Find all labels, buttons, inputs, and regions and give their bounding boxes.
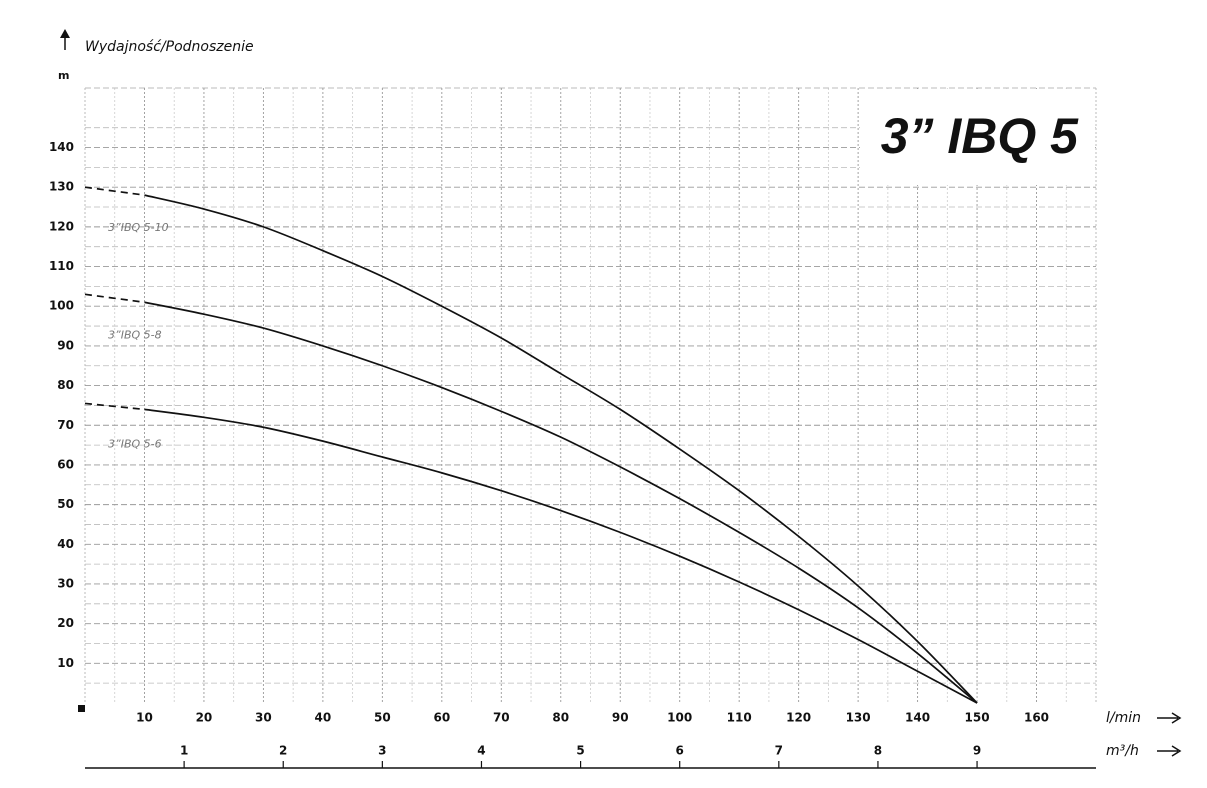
- x-tick-label: 30: [255, 711, 272, 725]
- x-tick-label: 10: [136, 711, 153, 725]
- x2-tick-label: 6: [676, 744, 684, 758]
- x-tick-label: 150: [965, 711, 990, 725]
- x-tick-label: 70: [493, 711, 510, 725]
- y-tick-label: 20: [57, 616, 74, 630]
- y-tick-label: 80: [57, 378, 74, 392]
- x-arrow: [1157, 712, 1182, 724]
- x-tick-label: 90: [612, 711, 629, 725]
- x-tick-label: 120: [786, 711, 811, 725]
- x-axis-label: l/min: [1106, 710, 1141, 726]
- x-tick-label: 50: [374, 711, 391, 725]
- x2-axis-label: m³/h: [1106, 743, 1139, 759]
- y-tick-label: 120: [49, 219, 74, 233]
- y-tick-label: 60: [57, 457, 74, 471]
- y-tick-label: 130: [49, 180, 74, 194]
- x2-tick-label: 7: [775, 744, 783, 758]
- y-unit: m: [58, 69, 69, 82]
- series-line-extrapolated: [84, 186, 145, 196]
- series-line: [144, 301, 978, 704]
- title-box: [860, 89, 1095, 185]
- series-label: 3”IBQ 5-10: [108, 221, 169, 234]
- y-tick-label: 110: [49, 259, 74, 273]
- y-arrow-head: [60, 29, 70, 38]
- x2-tick-label: 8: [874, 744, 882, 758]
- x2-tick-label: 1: [180, 744, 188, 758]
- y-tick-label: 10: [57, 656, 74, 670]
- x2-tick-label: 3: [378, 744, 386, 758]
- x2-tick-label: 9: [973, 744, 981, 758]
- series-line-extrapolated: [84, 293, 145, 304]
- x-tick-label: 80: [552, 711, 569, 725]
- x2-tick-label: 5: [576, 744, 584, 758]
- x-tick-label: 60: [433, 711, 450, 725]
- series-line: [144, 408, 978, 704]
- series-line: [144, 194, 978, 704]
- origin-marker: [78, 705, 85, 712]
- y-axis-label: Wydajność/Podnoszenie: [85, 39, 254, 55]
- x-tick-label: 140: [905, 711, 930, 725]
- x-tick-label: 110: [727, 711, 752, 725]
- x-tick-label: 160: [1024, 711, 1049, 725]
- series-line-extrapolated: [84, 402, 145, 411]
- x-tick-label: 20: [196, 711, 213, 725]
- x2-tick-label: 2: [279, 744, 287, 758]
- y-tick-label: 140: [49, 140, 74, 154]
- chart-title: 3” IBQ 5: [881, 108, 1079, 164]
- y-tick-label: 70: [57, 418, 74, 432]
- x2-arrow: [1157, 745, 1182, 757]
- x-tick-label: 40: [315, 711, 332, 725]
- y-tick-label: 90: [57, 338, 74, 352]
- y-tick-label: 100: [49, 299, 74, 313]
- x-tick-label: 100: [667, 711, 692, 725]
- series-label: 3”IBQ 5-8: [108, 328, 162, 341]
- y-tick-label: 30: [57, 576, 74, 590]
- x2-tick-label: 4: [477, 744, 485, 758]
- y-tick-label: 40: [57, 537, 74, 551]
- y-tick-label: 50: [57, 497, 74, 511]
- series-label: 3”IBQ 5-6: [108, 437, 162, 450]
- x-tick-label: 130: [846, 711, 871, 725]
